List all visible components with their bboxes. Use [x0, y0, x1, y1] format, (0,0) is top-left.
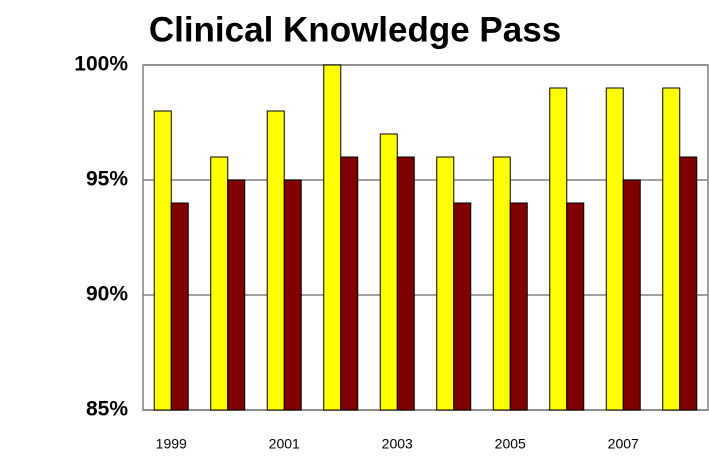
- bar: [323, 64, 342, 411]
- bar: [605, 87, 624, 411]
- bar: [396, 156, 415, 411]
- x-tick-label: 2007: [608, 436, 639, 452]
- bar: [662, 87, 681, 411]
- bar: [170, 202, 189, 411]
- x-tick-label: 2005: [495, 436, 526, 452]
- plot-border: [142, 64, 709, 411]
- bar: [379, 133, 398, 411]
- bar: [549, 87, 568, 411]
- bar: [340, 156, 359, 411]
- bar: [153, 110, 172, 411]
- y-tick-label: 100%: [74, 53, 128, 76]
- y-tick-label: 95%: [86, 168, 128, 191]
- bar: [622, 179, 641, 411]
- bar: [566, 202, 585, 411]
- bar: [266, 110, 285, 411]
- x-tick-label: 2003: [382, 436, 413, 452]
- bar: [492, 156, 511, 411]
- bar: [679, 156, 698, 411]
- bar: [227, 179, 246, 411]
- x-tick-label: 1999: [156, 436, 187, 452]
- bar: [453, 202, 472, 411]
- bar: [210, 156, 229, 411]
- bar: [436, 156, 455, 411]
- y-tick-label: 85%: [86, 398, 128, 421]
- chart-title: Clinical Knowledge Pass: [149, 10, 561, 49]
- bar: [509, 202, 528, 411]
- y-tick-label: 90%: [86, 283, 128, 306]
- bar: [283, 179, 302, 411]
- x-tick-label: 2001: [269, 436, 300, 452]
